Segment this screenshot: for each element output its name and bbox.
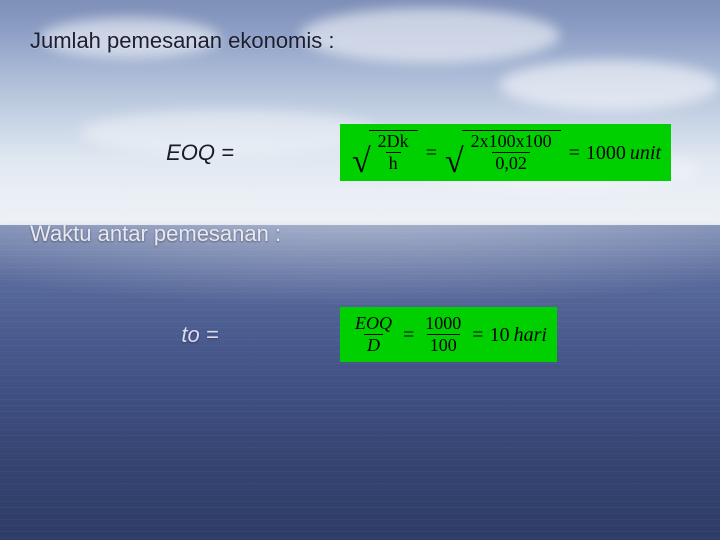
den-d: D (364, 334, 383, 356)
time-result-unit: hari (510, 325, 547, 345)
equals-1: = (420, 143, 443, 163)
time-formula-box: EOQ D = 1000 100 = 10 hari (340, 307, 557, 361)
radical-icon: √ (352, 147, 371, 178)
radical-icon: √ (445, 147, 464, 178)
num-2x100x100: 2x100x100 (468, 131, 555, 152)
frac-2dk-h: 2Dk h (375, 131, 412, 173)
sqrt-numeric: √ 2x100x100 0,02 (445, 130, 561, 175)
equals-2: = (563, 143, 586, 163)
frac-numeric: 2x100x100 0,02 (468, 131, 555, 173)
eoq-formula-box: √ 2Dk h = √ 2x100x100 0,02 = (340, 124, 671, 181)
time-lhs: to = (30, 322, 340, 348)
eoq-result-value: 1000 (586, 143, 626, 163)
time-result-value: 10 (490, 325, 510, 345)
sqrt-symbolic: √ 2Dk h (352, 130, 418, 175)
den-0-02: 0,02 (492, 152, 530, 174)
eoq-lhs: EOQ = (30, 140, 340, 166)
heading-eoq: Jumlah pemesanan ekonomis : (30, 28, 690, 54)
time-row: to = EOQ D = 1000 100 = 10 hari (30, 307, 690, 361)
slide-content: Jumlah pemesanan ekonomis : EOQ = √ 2Dk … (0, 0, 720, 540)
heading-time: Waktu antar pemesanan : (30, 221, 690, 247)
equals-3: = (397, 325, 420, 345)
num-eoq: EOQ (352, 313, 395, 334)
eoq-row: EOQ = √ 2Dk h = √ 2x100x100 0,02 (30, 124, 690, 181)
num-1000: 1000 (422, 313, 464, 334)
eoq-result-unit: unit (626, 143, 661, 163)
num-2dk: 2Dk (375, 131, 412, 152)
den-h: h (386, 152, 401, 174)
frac-1000-100: 1000 100 (422, 313, 464, 355)
den-100: 100 (427, 334, 460, 356)
equals-4: = (466, 325, 489, 345)
frac-eoq-d: EOQ D (352, 313, 395, 355)
